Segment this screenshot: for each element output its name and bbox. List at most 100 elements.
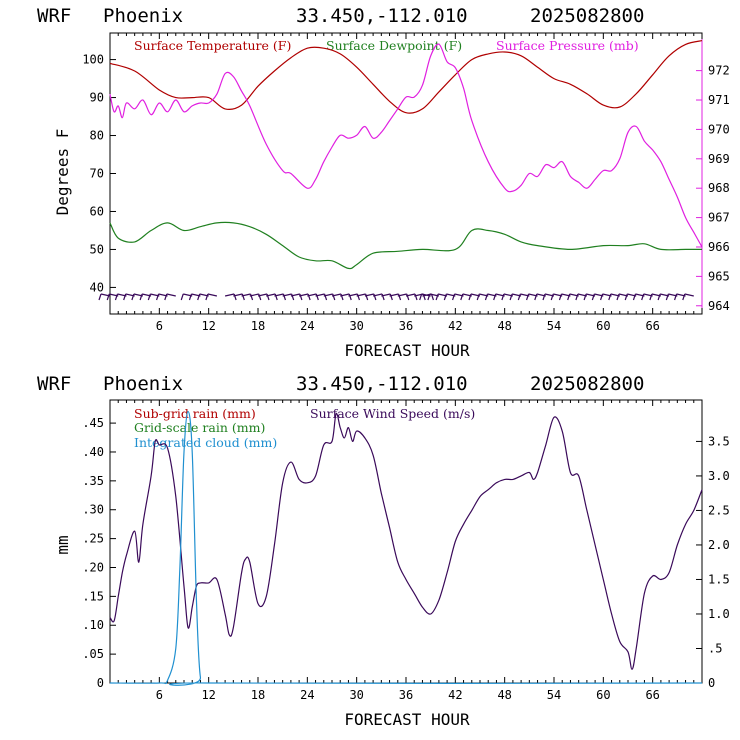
panel-2-x-tick-label: 18 [251, 688, 265, 702]
panel-1-x-tick-label: 42 [448, 319, 462, 333]
panel-1-y-tick-label-left: 100 [82, 53, 104, 67]
wind-barb-feather [233, 293, 237, 301]
wind-barb-feather [323, 293, 328, 301]
wind-barb-feather [348, 293, 352, 301]
panel-1-x-tick-label: 66 [645, 319, 659, 333]
wind-barb [249, 293, 259, 297]
wind-barb-feather [583, 293, 587, 301]
panel-2-y-tick-label-right: .5 [708, 641, 722, 655]
panel-2-y-tick-label-left: .35 [82, 474, 104, 488]
wind-barb-feather [180, 293, 184, 301]
panel-2-y-tick-label-left: .40 [82, 445, 104, 459]
panel-1-wind-barbs [98, 293, 694, 301]
wind-barb-feather [460, 293, 464, 301]
panel-1-x-tick-label: 18 [251, 319, 265, 333]
wind-barb-feather [205, 293, 209, 301]
wind-barb-feather [525, 293, 530, 301]
wind-barb [166, 293, 176, 297]
wind-barb-feather [258, 293, 262, 301]
panel-1-x-tick-label: 24 [300, 319, 314, 333]
wind-barb [207, 293, 218, 297]
panel-1-x-tick-label: 60 [596, 319, 610, 333]
wind-barb-feather [468, 293, 472, 301]
wind-barb-feather [155, 293, 160, 301]
wind-barb-feather [365, 293, 369, 301]
panel-1-series [109, 40, 703, 270]
panel-2-title: WRF Phoenix 33.450,-112.010 2025082800 [37, 373, 644, 395]
panel-2-x-tick-label: 36 [399, 688, 413, 702]
wind-barb-feather [299, 293, 303, 301]
wind-barb [684, 293, 694, 297]
panel-1-series-surface-dewpoint-f [109, 221, 702, 270]
panel-2-y-tick-label-left: .15 [82, 589, 104, 603]
wind-barb-feather [575, 293, 579, 301]
wind-barb-feather [624, 293, 628, 301]
wind-barb-feather [550, 293, 554, 301]
panel-2-x-tick-label: 24 [300, 688, 314, 702]
wind-barb-feather [147, 293, 151, 301]
panel-2-title-date: 2025082800 [530, 373, 644, 395]
wind-barb-feather [291, 293, 295, 301]
wind-barb [372, 293, 383, 297]
panel-1-title-site: Phoenix [103, 5, 183, 27]
wind-barb-feather [641, 293, 645, 301]
wind-barb [405, 293, 416, 297]
panel-2-x-tick-label: 54 [547, 688, 561, 702]
wind-barb-feather [673, 293, 678, 301]
panel-1-y-tick-label-right: 968 [708, 181, 730, 195]
panel-1-y-tick-label-left: 70 [90, 167, 104, 181]
panel-1-xlabel: FORECAST HOUR [344, 341, 470, 360]
wind-barb-feather [356, 293, 361, 301]
wind-barb-feather [493, 293, 497, 301]
panel-2-x-tick-label: 6 [156, 688, 163, 702]
panel-1-y-tick-label-left: 60 [90, 204, 104, 218]
wind-barb-feather [241, 293, 245, 301]
panel-2-y-tick-label-right: 2.0 [708, 538, 730, 552]
wind-barb-feather [649, 293, 653, 301]
wind-barb-feather [389, 293, 393, 301]
panel-2-title-coords: 33.450,-112.010 [296, 373, 468, 395]
panel-2-y-tick-label-left: .25 [82, 532, 104, 546]
wind-barb-feather [435, 293, 439, 301]
wind-barb [315, 293, 325, 297]
wind-barb-feather [591, 293, 595, 301]
panel-1-series-surface-pressure-mb [109, 43, 703, 248]
panel-1-y-tick-label-left: 80 [90, 129, 104, 143]
wind-barb [298, 293, 309, 297]
wind-barb [364, 293, 375, 297]
wind-barb-feather [139, 293, 143, 301]
panel-1-title-date: 2025082800 [530, 5, 644, 27]
wind-barb-feather [406, 293, 410, 301]
panel-2-y-tick-label-right: 2.5 [708, 503, 730, 517]
panel-1-series-surface-temperature-f [109, 40, 703, 114]
panel-1-title-coords: 33.450,-112.010 [296, 5, 468, 27]
panel-1-legend: Surface Temperature (F) Surface Dewpoint… [134, 38, 639, 53]
panel-2-x-tick-label: 60 [596, 688, 610, 702]
wind-barb-feather [534, 293, 538, 301]
panel-1-y-tick-label-right: 964 [708, 299, 730, 313]
panel-2-series-surface-wind-speed-m-s [109, 412, 703, 670]
panel-2-x-tick-label: 42 [448, 688, 462, 702]
legend-wind-speed: Surface Wind Speed (m/s) [310, 406, 475, 421]
wind-barb-feather [616, 293, 620, 301]
panel-1-axes: 6 12 18 24 30 36 42 48 54 60 66 40 50 60 70 80 90 100 964 9… [82, 32, 730, 333]
wind-barb-feather [665, 293, 669, 301]
wind-barb [323, 293, 333, 297]
wind-barb-feather [501, 293, 505, 301]
wind-barb-feather [657, 293, 661, 301]
wind-barb-feather [542, 293, 546, 301]
panel-1-y-tick-label-left: 40 [90, 280, 104, 294]
panel-2-title-model: WRF [37, 373, 71, 395]
wind-barb-feather [397, 293, 402, 301]
panel-2-xlabel: FORECAST HOUR [344, 710, 470, 729]
panel-1-y-tick-label-right: 970 [708, 122, 730, 136]
wind-barb-feather [282, 293, 287, 301]
panel-1-y-tick-label-right: 965 [708, 269, 730, 283]
wind-barb-feather [451, 293, 456, 301]
panel-1-y-tick-label-right: 967 [708, 211, 730, 225]
wind-barb-feather [164, 293, 168, 301]
panel-2-y-tick-label-left: 0 [97, 676, 104, 690]
wind-barb-feather [427, 293, 431, 301]
panel-2-x-tick-label: 12 [201, 688, 215, 702]
